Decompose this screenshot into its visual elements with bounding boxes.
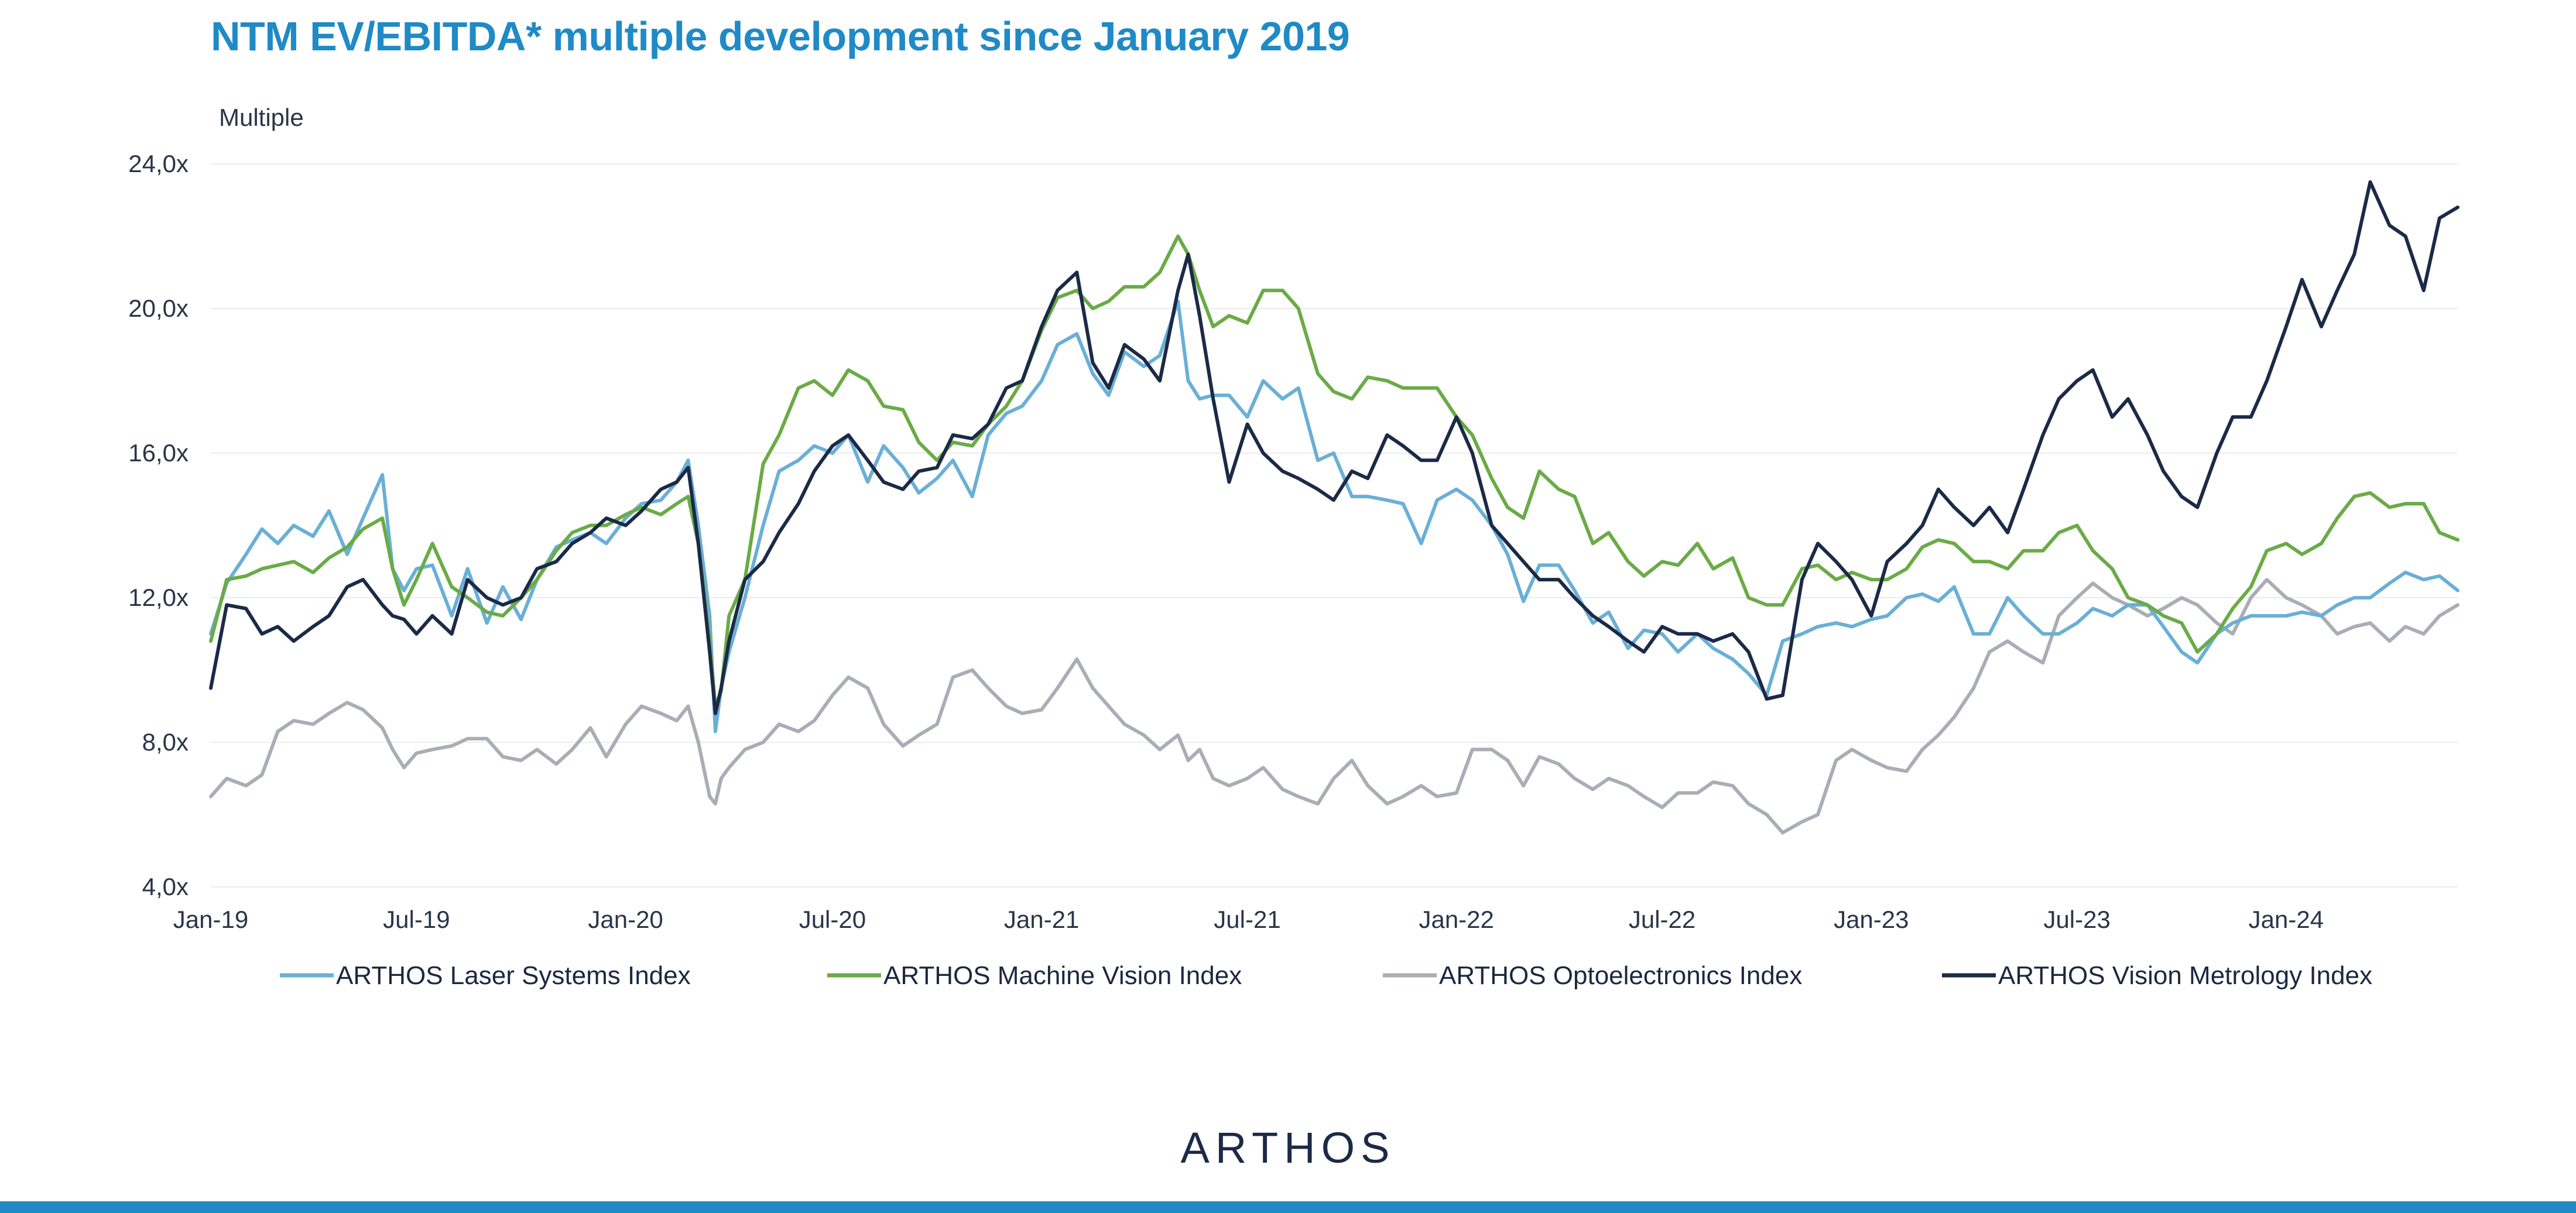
x-tick-label: Jan-24 — [2249, 906, 2324, 933]
chart-title: NTM EV/EBITDA* multiple development sinc… — [211, 13, 1350, 59]
x-tick-label: Jul-23 — [2043, 906, 2110, 933]
legend-item-2: ARTHOS Optoelectronics Index — [1383, 961, 1802, 990]
y-tick-label: 20,0x — [128, 294, 189, 322]
x-tick-label: Jan-23 — [1834, 906, 1909, 933]
legend-item-1: ARTHOS Machine Vision Index — [827, 961, 1242, 990]
x-tick-label: Jan-21 — [1004, 906, 1079, 933]
x-tick-label: Jan-19 — [173, 906, 248, 933]
y-tick-label: 24,0x — [128, 150, 189, 177]
legend-label: ARTHOS Machine Vision Index — [883, 961, 1242, 990]
x-axis-ticks: Jan-19 Jul-19 Jan-20 Jul-20 Jan-21 Jul-21 Jan-… — [173, 906, 2324, 933]
series-line-0 — [209, 299, 2459, 734]
y-axis-label: Multiple — [219, 104, 304, 131]
legend-label: ARTHOS Vision Metrology Index — [1998, 961, 2372, 990]
series-line-2 — [209, 578, 2459, 835]
legend-item-3: ARTHOS Vision Metrology Index — [1942, 961, 2372, 990]
legend-item-0: ARTHOS Laser Systems Index — [280, 961, 691, 990]
x-tick-label: Jul-21 — [1214, 906, 1280, 933]
legend-label: ARTHOS Optoelectronics Index — [1439, 961, 1802, 990]
arthos-logo: ARTHOS — [1180, 1123, 1396, 1172]
legend-label: ARTHOS Laser Systems Index — [336, 961, 691, 990]
y-tick-label: 4,0x — [142, 873, 189, 900]
x-tick-label: Jul-19 — [383, 906, 450, 933]
y-tick-label: 8,0x — [142, 728, 189, 756]
x-tick-label: Jul-22 — [1629, 906, 1695, 933]
y-axis-ticks: 4,0x 8,0x 12,0x 16,0x 20,0x 24,0x — [128, 150, 189, 900]
series-lines — [209, 180, 2459, 835]
y-tick-label: 16,0x — [128, 439, 189, 467]
legend: ARTHOS Laser Systems Index ARTHOS Machine… — [280, 961, 2372, 990]
series-line-1 — [209, 234, 2459, 708]
x-tick-label: Jan-20 — [588, 906, 663, 933]
x-tick-label: Jan-22 — [1419, 906, 1493, 933]
x-tick-label: Jul-20 — [799, 906, 866, 933]
footer-accent-bar — [0, 1201, 2576, 1213]
series-line-3 — [209, 180, 2459, 715]
y-tick-label: 12,0x — [128, 584, 189, 611]
